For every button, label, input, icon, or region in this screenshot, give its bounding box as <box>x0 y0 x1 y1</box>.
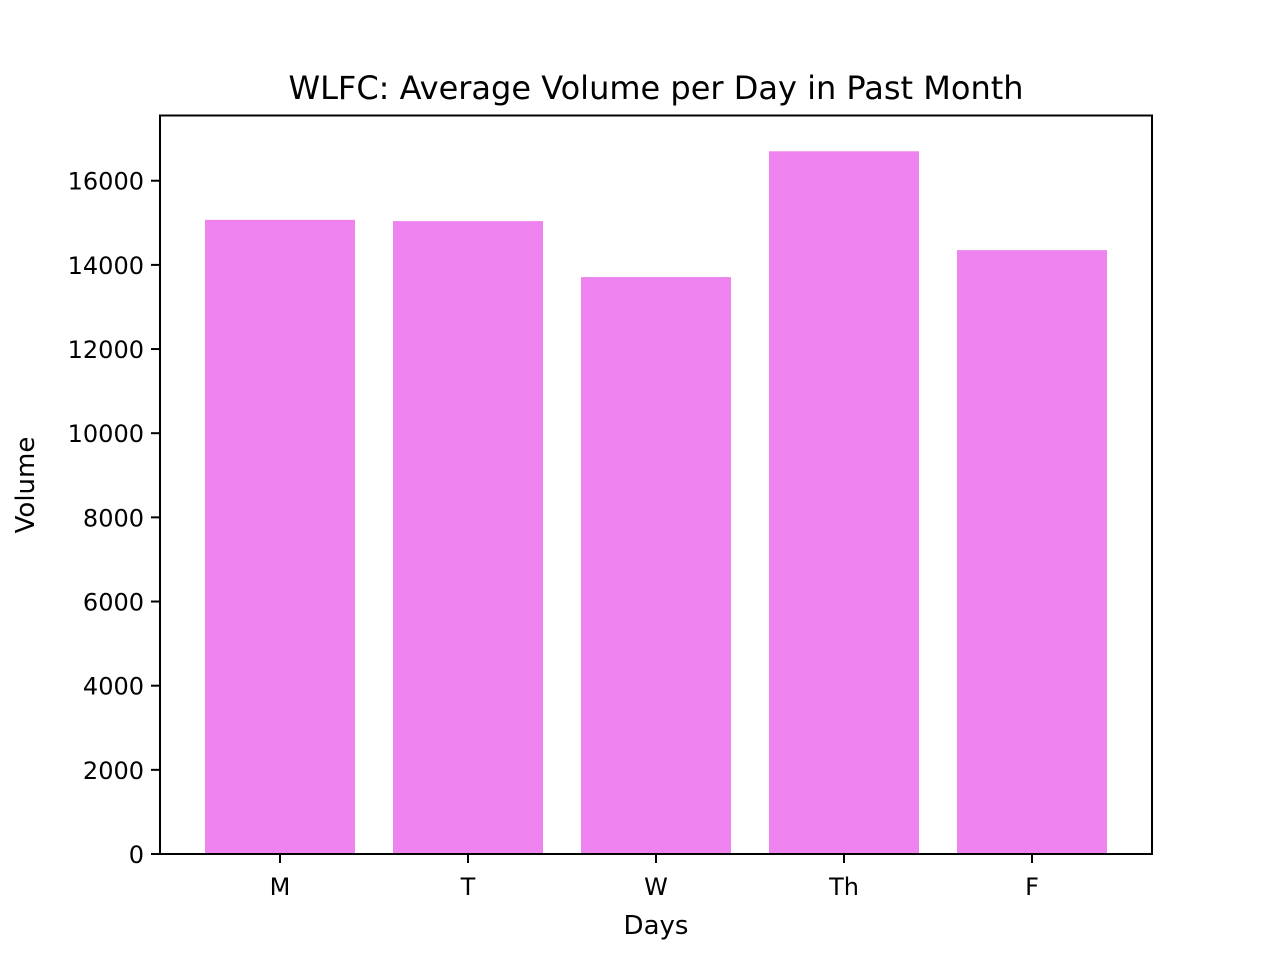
x-tick-label: F <box>1025 873 1039 901</box>
y-axis-label: Volume <box>11 437 41 534</box>
plot-frame <box>159 114 1153 855</box>
x-tick-label: T <box>460 873 476 901</box>
bar-f <box>957 250 1107 854</box>
y-tick-label: 0 <box>129 841 144 869</box>
x-axis-ticks: M T W Th F <box>270 854 1039 901</box>
y-tick-label: 6000 <box>83 589 144 617</box>
y-tick-label: 4000 <box>83 673 144 701</box>
bar-m <box>205 219 355 854</box>
y-axis-ticks: 0 2000 4000 6000 8000 10000 12000 14000 16000 <box>68 168 160 869</box>
chart-title: WLFC: Average Volume per Day in Past Mon… <box>288 69 1023 107</box>
y-tick-label: 10000 <box>68 420 144 448</box>
y-tick-label: 16000 <box>68 168 144 196</box>
x-tick-label: Th <box>828 873 859 901</box>
x-tick-label: M <box>270 873 291 901</box>
y-tick-label: 2000 <box>83 757 144 785</box>
y-tick-label: 14000 <box>68 252 144 280</box>
bar-w <box>581 277 731 855</box>
x-tick-label: W <box>644 873 668 901</box>
x-axis-label: Days <box>624 911 689 941</box>
bar-th <box>769 151 919 854</box>
y-tick-label: 8000 <box>83 504 144 532</box>
bar-t <box>393 221 543 854</box>
bars-layer <box>205 151 1107 855</box>
y-tick-label: 12000 <box>68 336 144 364</box>
